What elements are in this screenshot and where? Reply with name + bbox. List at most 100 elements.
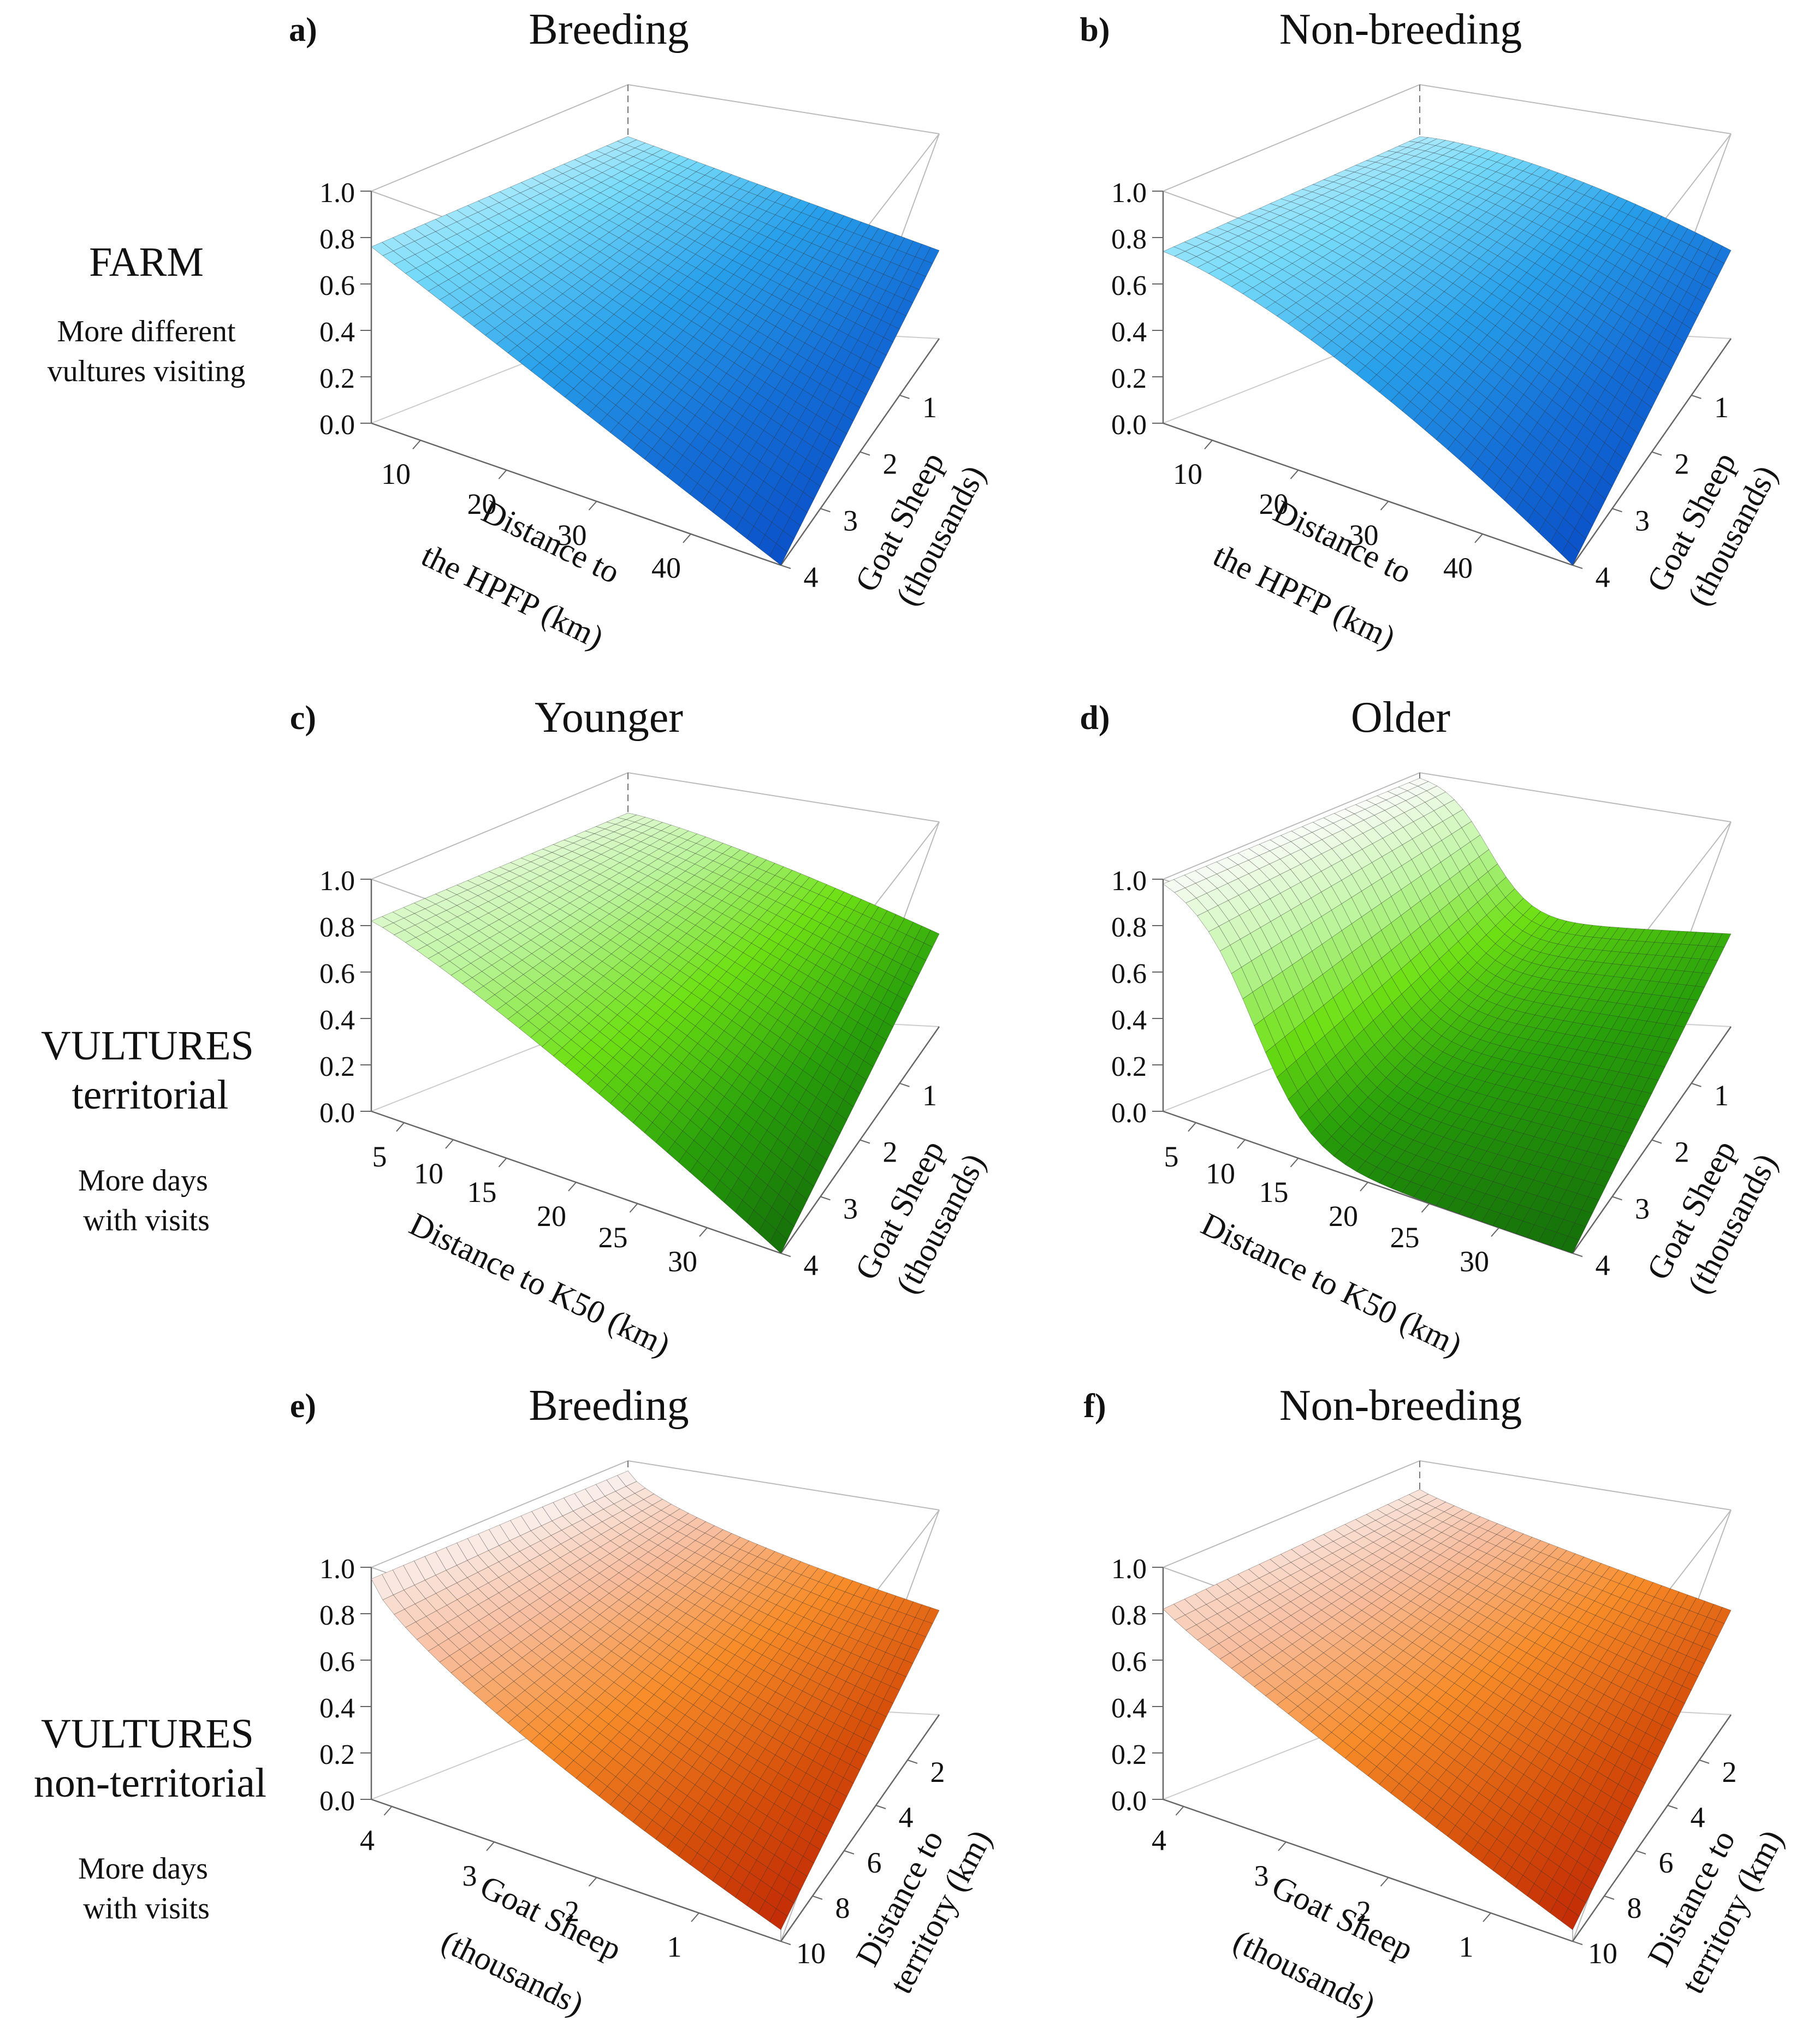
right-axis-tick [899, 394, 910, 399]
right-axis-tick-label: 3 [1635, 504, 1650, 537]
left-axis-tick [691, 1912, 699, 1922]
left-axis-tick-label: 20 [1329, 1200, 1358, 1233]
z-tick-label: 0.4 [319, 1005, 355, 1036]
left-axis-tick-label: 30 [668, 1245, 697, 1278]
surface [1163, 1489, 1732, 1930]
z-tick-label: 0.0 [319, 1098, 355, 1129]
left-axis-tick [383, 1806, 393, 1816]
left-axis-tick [1491, 1227, 1499, 1237]
z-tick-label: 0.2 [319, 1739, 355, 1770]
z-tick-label: 1.0 [319, 177, 355, 209]
box-edge [371, 84, 629, 192]
z-tick-label: 0.0 [319, 1786, 355, 1817]
surface [371, 136, 940, 566]
right-axis-tick-label: 2 [930, 1756, 945, 1788]
right-axis-tick-label: 3 [1635, 1192, 1650, 1225]
box-edge [627, 84, 940, 134]
row-subtitle: non-territorial [34, 1760, 266, 1806]
z-tick-label: 0.8 [319, 1600, 355, 1631]
right-axis-tick [780, 1253, 791, 1257]
right-axis-tick-label: 4 [1596, 561, 1610, 594]
box-edge [1419, 1460, 1732, 1510]
z-tick-label: 0.8 [1111, 1600, 1147, 1631]
left-axis-tick [568, 1182, 577, 1192]
panel-title: Younger [535, 694, 683, 742]
z-tick-label: 0.4 [1111, 1005, 1147, 1036]
right-axis-tick [820, 1196, 831, 1201]
left-axis-tick-label: 30 [1460, 1245, 1489, 1278]
right-axis-tick-label: 4 [804, 561, 819, 594]
right-axis-tick [1651, 451, 1662, 456]
z-tick-label: 0.6 [319, 1646, 355, 1678]
left-axis-tick-label: 15 [467, 1176, 497, 1208]
left-axis-tick-label: 25 [598, 1221, 628, 1254]
left-axis-tick-label: 5 [1164, 1140, 1179, 1173]
z-tick-label: 0.6 [1111, 1646, 1147, 1678]
right-axis-tick-label: 1 [922, 391, 937, 424]
row-note: vultures visiting [48, 354, 245, 388]
row-note: with visits [83, 1204, 210, 1237]
box-edge [627, 772, 940, 822]
left-axis-tick-label: 4 [360, 1824, 375, 1857]
z-tick-label: 1.0 [1111, 866, 1147, 897]
z-tick-label: 1.0 [319, 866, 355, 897]
left-axis-tick-label: 3 [463, 1859, 477, 1892]
z-tick-label: 0.0 [1111, 1098, 1147, 1129]
left-axis-tick [629, 1203, 638, 1213]
z-tick-label: 0.4 [319, 317, 355, 348]
right-axis-tick-label: 4 [1596, 1249, 1610, 1282]
z-tick-label: 1.0 [1111, 177, 1147, 209]
right-axis-tick [812, 1895, 823, 1900]
row-note: with visits [83, 1892, 210, 1926]
left-axis-tick-label: 10 [1206, 1157, 1235, 1190]
panel-letter: e) [290, 1388, 316, 1425]
left-axis-tick-label: 1 [667, 1930, 682, 1963]
row-subtitle: territorial [72, 1072, 229, 1118]
row-note: More days [78, 1852, 208, 1886]
right-axis-tick [1612, 1196, 1622, 1201]
z-tick-label: 0.4 [319, 1693, 355, 1724]
right-axis-tick-label: 6 [867, 1846, 882, 1879]
right-axis-tick-label: 4 [804, 1249, 819, 1282]
right-axis-tick-label: 10 [796, 1937, 826, 1970]
right-axis-tick-label: 1 [1714, 391, 1729, 424]
surface [1163, 778, 1732, 1254]
right-axis-tick-label: 8 [835, 1892, 850, 1924]
right-axis-tick [907, 1760, 918, 1764]
left-axis-tick-label: 5 [372, 1140, 387, 1173]
z-tick-label: 0.6 [319, 958, 355, 990]
z-tick-label: 0.4 [1111, 317, 1147, 348]
z-tick-label: 0.6 [319, 270, 355, 301]
box-edge [627, 1460, 940, 1510]
left-axis-tick [396, 1122, 405, 1132]
left-axis-tick-label: 30 [558, 519, 587, 552]
z-tick-label: 0.0 [1111, 410, 1147, 441]
right-axis-tick [859, 1139, 870, 1144]
surface [1163, 136, 1732, 566]
right-axis-tick-label: 2 [883, 1136, 898, 1169]
left-axis-tick [588, 501, 597, 511]
left-axis-tick-label: 20 [537, 1200, 566, 1233]
panel-title: Non-breeding [1279, 5, 1522, 54]
z-tick-label: 0.2 [1111, 363, 1147, 394]
left-axis-tick-label: 10 [414, 1157, 443, 1190]
right-axis-tick [1572, 1253, 1583, 1257]
z-tick-label: 0.8 [319, 912, 355, 943]
z-tick-label: 0.6 [1111, 270, 1147, 301]
right-axis-tick-label: 3 [843, 1192, 858, 1225]
z-tick-label: 0.0 [319, 410, 355, 441]
panel-title: Older [1351, 694, 1450, 742]
left-axis-tick-label: 20 [467, 488, 497, 520]
left-axis-line [1163, 422, 1573, 566]
z-tick-label: 0.4 [1111, 1693, 1147, 1724]
row-note: More different [57, 315, 236, 348]
